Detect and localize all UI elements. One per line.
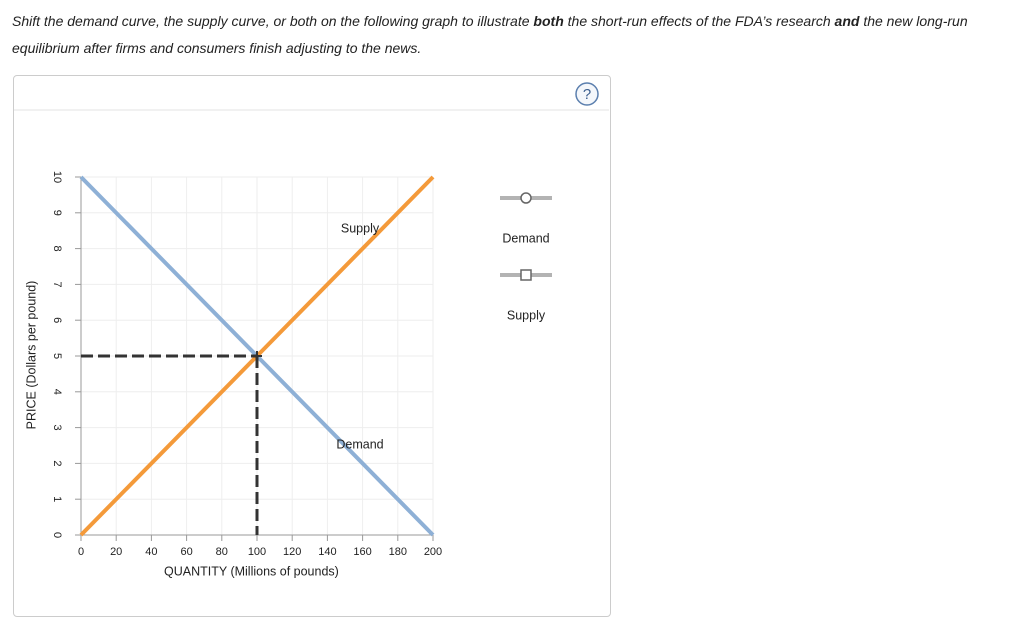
y-tick-label: 8 [51, 246, 63, 252]
instruction-bold: and [834, 13, 860, 29]
x-tick-label: 0 [78, 546, 84, 558]
x-tick-label: 120 [283, 546, 301, 558]
y-tick-label: 9 [51, 210, 63, 216]
y-tick-label: 3 [51, 425, 63, 431]
curve-label: Demand [336, 437, 383, 451]
help-icon[interactable]: ? [583, 86, 591, 103]
x-tick-label: 100 [248, 546, 266, 558]
instruction-text: Shift the demand curve, the supply curve… [12, 13, 534, 29]
x-axis-label: QUANTITY (Millions of pounds) [164, 564, 339, 578]
x-tick-label: 80 [216, 546, 228, 558]
y-tick-label: 1 [51, 496, 63, 502]
x-tick-label: 180 [389, 546, 407, 558]
instruction-text: the new long-run equilibrium after firms… [12, 13, 968, 56]
y-tick-label: 5 [51, 353, 63, 359]
curve-label: Supply [341, 221, 380, 235]
y-tick-label: 10 [51, 171, 63, 183]
y-tick-label: 7 [51, 281, 63, 287]
y-axis-label: PRICE (Dollars per pound) [24, 281, 38, 430]
x-tick-label: 60 [180, 546, 192, 558]
x-tick-label: 160 [353, 546, 371, 558]
graph-panel [13, 75, 611, 617]
instruction-text: the short-run effects of the FDA’s resea… [563, 13, 835, 29]
y-tick-label: 0 [51, 532, 63, 538]
legend-marker[interactable] [520, 269, 532, 281]
y-tick-label: 4 [51, 389, 63, 395]
equilibrium-point [252, 351, 262, 361]
y-tick-label: 2 [51, 460, 63, 466]
x-tick-label: 140 [318, 546, 336, 558]
y-tick-label: 6 [51, 317, 63, 323]
instructions: Shift the demand curve, the supply curve… [12, 8, 1012, 62]
x-tick-label: 20 [110, 546, 122, 558]
legend-marker[interactable] [520, 192, 532, 204]
x-tick-label: 40 [145, 546, 157, 558]
x-tick-label: 200 [424, 546, 442, 558]
help-button[interactable] [575, 82, 599, 106]
legend-label: Demand [502, 231, 549, 245]
instruction-bold: both [533, 13, 564, 29]
legend-label: Supply [507, 308, 546, 322]
